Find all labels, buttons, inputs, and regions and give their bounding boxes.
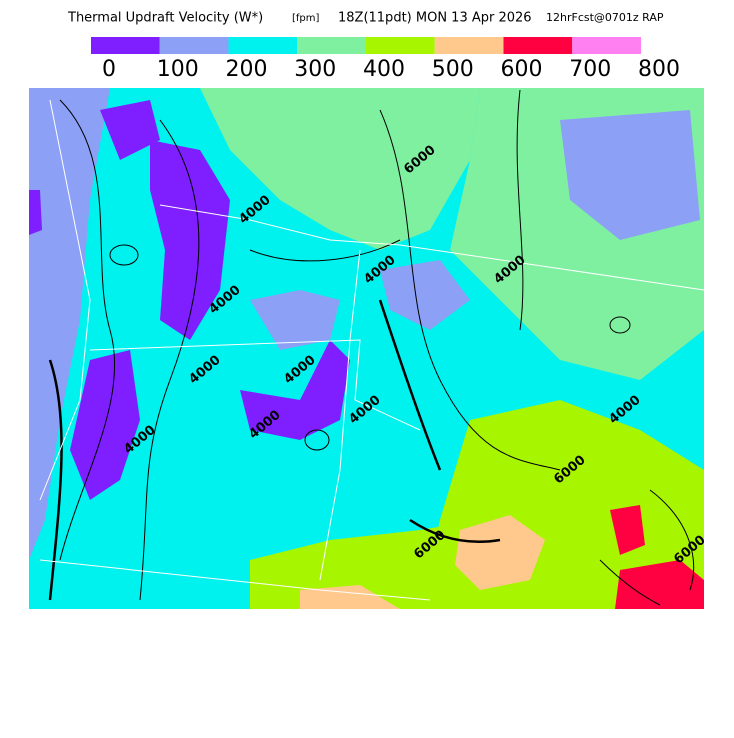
run: 12hrFcst@0701z RAP <box>546 11 664 24</box>
colorbar-swatch <box>366 37 435 54</box>
colorbar-swatch <box>572 37 641 54</box>
ocean-zone <box>29 88 110 560</box>
colorbar-label: 0 <box>102 57 116 82</box>
colorbar-label: 300 <box>294 57 336 82</box>
colorbar-swatch <box>297 37 366 54</box>
colorbar-label: 500 <box>432 57 474 82</box>
colorbar-label: 700 <box>569 57 611 82</box>
blue-zone <box>380 260 470 330</box>
red-zone <box>615 560 704 609</box>
bold-contours <box>48 299 501 601</box>
colorbar-label: 200 <box>226 57 268 82</box>
colorbar-label: 100 <box>157 57 199 82</box>
colorbar-label: 600 <box>501 57 543 82</box>
blue-zone <box>250 290 340 350</box>
purple-zone <box>240 340 350 440</box>
units: [fpm] <box>292 13 320 24</box>
purple-zone <box>29 190 42 235</box>
colorbar-swatch <box>503 37 573 54</box>
purple-zone <box>100 100 160 160</box>
map: 4000400040004000400040004000400040006000… <box>29 88 709 609</box>
colorbar: 0 100 200 300 400 500 600 700 800 <box>91 37 680 82</box>
colorbar-swatch <box>159 37 229 54</box>
colorbar-label: 800 <box>638 57 680 82</box>
red-zone <box>610 505 645 555</box>
contours <box>59 89 695 606</box>
colorbar-label: 400 <box>363 57 405 82</box>
valid-time: 18Z(11pdt) MON 13 Apr 2026 <box>338 11 532 26</box>
boundaries <box>39 99 705 601</box>
orange-zone <box>455 515 545 590</box>
colorbar-swatch <box>228 37 298 54</box>
colorbar-swatch <box>91 37 160 54</box>
blue-zone <box>560 110 700 240</box>
title: Thermal Updraft Velocity (W*) <box>67 11 263 26</box>
green-zone <box>200 88 480 250</box>
colorbar-swatch <box>434 37 504 54</box>
purple-zone <box>150 140 230 340</box>
orange-zone <box>300 585 400 609</box>
